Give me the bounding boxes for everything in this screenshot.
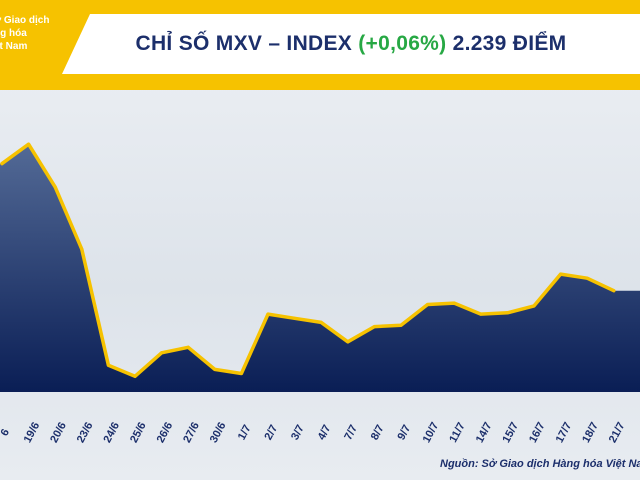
chart-points <box>0 142 616 378</box>
x-tick-label: 20/6 <box>48 420 69 445</box>
x-tick-label: 1/7 <box>236 423 254 442</box>
x-tick-label: 7/7 <box>342 423 360 442</box>
data-point-14/7 <box>479 312 483 316</box>
data-point-24/6 <box>106 363 110 367</box>
x-tick-label: 15/7 <box>500 420 521 445</box>
data-point-15/7 <box>505 311 509 315</box>
x-axis-tick-labels: 6 19/6 20/6 23/6 24/6 25/6 26/6 27/6 30/6 1/7 2/7 3… <box>0 420 627 445</box>
data-point-30/6 <box>213 367 217 371</box>
x-tick-label: 24/6 <box>101 420 122 445</box>
data-point-7/7 <box>346 340 350 344</box>
x-tick-label: 27/6 <box>181 420 202 445</box>
x-tick-label: 19/6 <box>22 420 43 445</box>
x-tick-label: 4/7 <box>316 423 334 442</box>
data-point-27/6 <box>186 345 190 349</box>
x-tick-label: 18/7 <box>580 420 601 445</box>
x-tick-label: 6 <box>0 427 12 438</box>
logo-line-2: ng hóa <box>0 28 27 39</box>
logo-line-3: ệt Nam <box>0 41 28 52</box>
chart-series-line <box>0 142 616 379</box>
data-point-8/7 <box>372 325 376 329</box>
title-change-percent: (+0,06%) <box>358 32 447 55</box>
source-note: Nguồn: Sở Giao dịch Hàng hóa Việt Nam <box>440 458 640 470</box>
x-tick-label: 26/6 <box>155 420 176 445</box>
x-tick-label: 16/7 <box>527 420 548 445</box>
title-prefix: CHỈ SỐ MXV – INDEX <box>135 32 359 55</box>
exchange-logo-text: ở Giao dịch ng hóa ệt Nam <box>0 14 62 74</box>
chart-area-fill <box>0 144 640 392</box>
x-tick-label: 30/6 <box>208 420 229 445</box>
data-point-19/6 <box>27 142 31 146</box>
chart-title: CHỈ SỐ MXV – INDEX (+0,06%) 2.239 ĐIỂM <box>62 14 640 74</box>
x-tick-label: 8/7 <box>369 423 387 442</box>
data-point-9/7 <box>399 323 403 327</box>
data-point-1/7 <box>239 372 243 375</box>
x-tick-label: 9/7 <box>395 423 413 442</box>
header-title-panel <box>62 14 640 74</box>
data-point-17/7 <box>559 272 563 276</box>
data-point-11/7 <box>452 301 456 305</box>
data-point-23/6 <box>80 247 84 251</box>
x-tick-label: 21/7 <box>607 420 628 445</box>
x-tick-label: 11/7 <box>447 421 467 445</box>
data-point-20/6 <box>53 185 57 189</box>
x-tick-label: 10/7 <box>421 420 442 445</box>
data-point-25/6 <box>133 374 137 378</box>
x-tick-label: 17/7 <box>554 420 575 445</box>
data-point-10/7 <box>426 303 430 306</box>
data-point-3/7 <box>293 316 297 320</box>
logo-line-1: ở Giao dịch <box>0 15 50 26</box>
data-point-18/7 <box>585 276 589 280</box>
x-tick-label: 23/6 <box>75 420 96 445</box>
title-suffix: 2.239 ĐIỂM <box>446 32 567 55</box>
x-tick-label: 3/7 <box>289 423 307 442</box>
data-point-2/7 <box>266 312 270 316</box>
data-point-16/7 <box>532 304 536 308</box>
x-tick-label: 2/7 <box>262 423 280 442</box>
data-point-21/7 <box>612 289 616 293</box>
data-point-26/6 <box>160 351 164 355</box>
x-tick-label: 25/6 <box>128 420 149 445</box>
data-point-18/6 <box>0 162 4 166</box>
x-tick-label: 14/7 <box>474 420 495 445</box>
data-point-4/7 <box>319 320 323 324</box>
